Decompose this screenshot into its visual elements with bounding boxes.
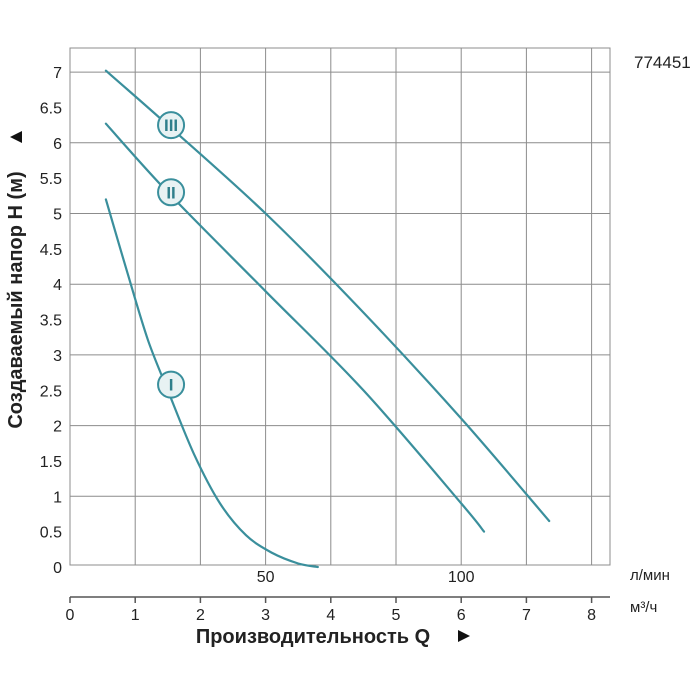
y-tick-label: 2 xyxy=(53,419,62,436)
y-tick-label: 0 xyxy=(53,560,62,577)
y-tick-label: 2.5 xyxy=(40,383,62,400)
curve-label-badge xyxy=(157,111,186,140)
x-tick-label-m3h: 8 xyxy=(587,607,596,624)
y-tick-label: 6 xyxy=(53,136,62,153)
y-axis-arrow-icon xyxy=(10,131,22,143)
curve-label-text: III xyxy=(164,116,178,135)
x-tick-label-m3h: 2 xyxy=(196,607,205,624)
y-tick-label: 1.5 xyxy=(40,454,62,471)
curve-i xyxy=(104,198,319,569)
x-tick-label-lmin: 100 xyxy=(448,569,475,586)
axes xyxy=(69,596,610,603)
y-axis-title: Создаваемый напор H (м) xyxy=(5,171,27,428)
curve-label-badge xyxy=(157,370,186,399)
x-unit-m3h: м³/ч xyxy=(630,599,657,616)
y-tick-label: 5 xyxy=(53,207,62,224)
curves xyxy=(104,69,551,569)
x-tick-label-m3h: 7 xyxy=(522,607,531,624)
x-tick-label-lmin: 50 xyxy=(257,569,275,586)
grid xyxy=(69,47,611,566)
curve-label-badge xyxy=(157,178,186,207)
y-tick-label: 3.5 xyxy=(40,313,62,330)
curve-label-text: I xyxy=(169,376,174,395)
y-tick-label: 3 xyxy=(53,348,62,365)
y-tick-label: 7 xyxy=(53,65,62,82)
y-tick-label: 6.5 xyxy=(40,100,62,117)
y-tick-label: 1 xyxy=(53,489,62,506)
y-tick-label: 0.5 xyxy=(40,525,62,542)
tick-labels: 0 1 2 3 4 5 6 7 8 50 100 0 0.5 1 1.5 2 2.5 3 3.5 4 4.5 5 5.5 6 6… xyxy=(40,65,596,624)
x-tick-label-m3h: 4 xyxy=(326,607,335,624)
y-tick-label: 4.5 xyxy=(40,242,62,259)
model-code: 774451 xyxy=(634,53,691,72)
x-axis-arrow-icon xyxy=(458,630,470,642)
x-tick-label-m3h: 6 xyxy=(457,607,466,624)
plot-frame xyxy=(69,47,611,566)
y-tick-label: 5.5 xyxy=(40,171,62,188)
x-tick-label-m3h: 3 xyxy=(261,607,270,624)
x-axis-title: Производительность Q xyxy=(196,626,430,648)
x-unit-lmin: л/мин xyxy=(630,567,670,584)
y-tick-label: 4 xyxy=(53,277,62,294)
x-tick-label-m3h: 5 xyxy=(392,607,401,624)
x-tick-label-m3h: 0 xyxy=(66,607,75,624)
curve-label-text: II xyxy=(166,183,175,202)
x-tick-label-m3h: 1 xyxy=(131,607,140,624)
